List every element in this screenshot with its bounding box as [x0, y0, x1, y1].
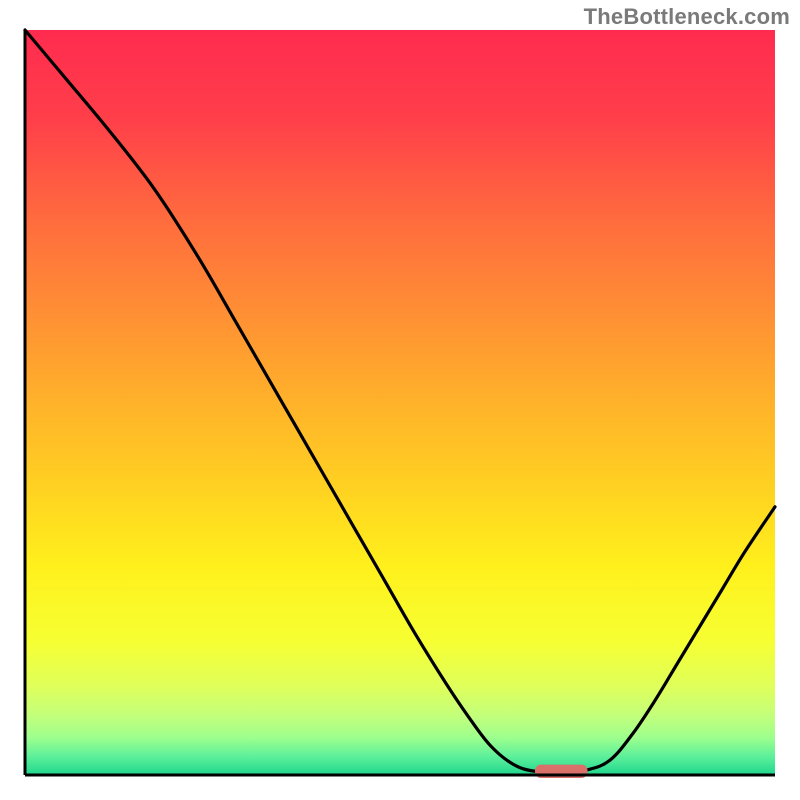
bottleneck-chart [0, 0, 800, 800]
plot-background [25, 30, 775, 775]
watermark-label: TheBottleneck.com [584, 4, 790, 30]
root: TheBottleneck.com [0, 0, 800, 800]
